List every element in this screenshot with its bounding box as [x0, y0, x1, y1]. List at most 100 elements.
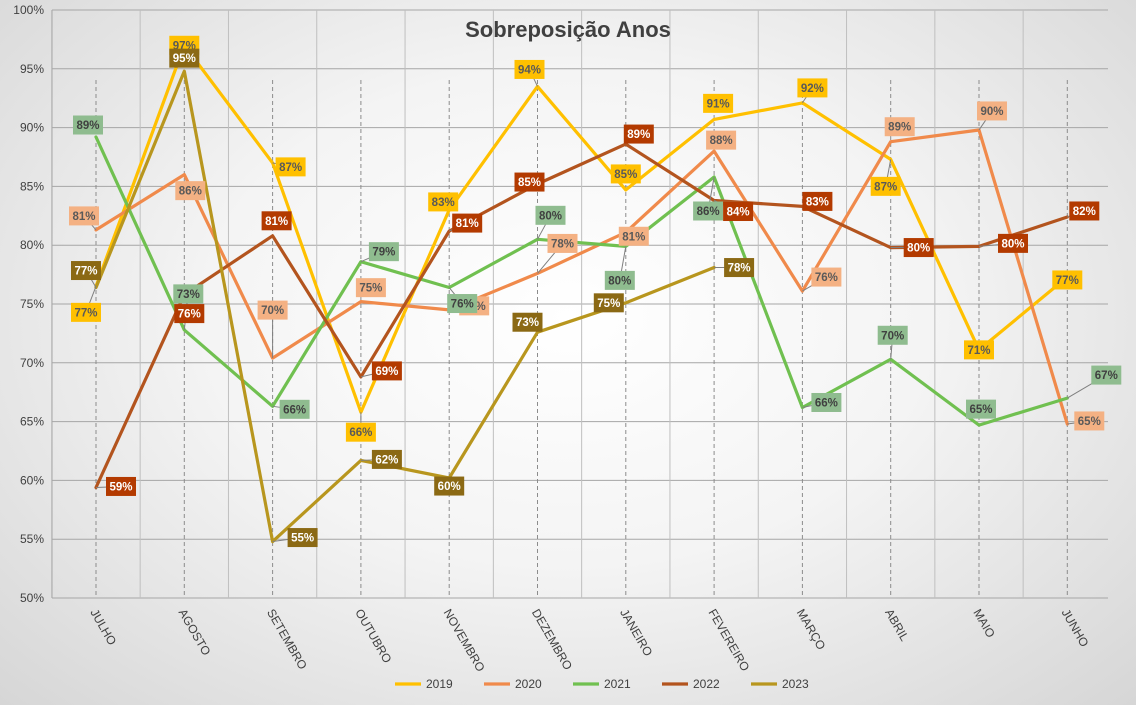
legend-label: 2021 [604, 677, 631, 691]
data-label-box [175, 181, 206, 201]
data-label-2019: 77% [71, 302, 101, 322]
data-label-2020: 90% [977, 101, 1007, 121]
x-tick-label: FEVEREIRO [706, 607, 753, 674]
series-line-2021 [94, 135, 1069, 427]
series-line-2019 [94, 43, 1069, 414]
data-label-box [257, 300, 288, 320]
data-label-text: 77% [74, 307, 97, 319]
data-label-2023: 62% [371, 449, 402, 469]
data-label-2020: 76% [811, 267, 842, 287]
data-label-text: 91% [707, 98, 730, 110]
data-label-box [724, 258, 755, 278]
data-label-2023: 78% [724, 258, 755, 278]
data-label-box [811, 267, 842, 287]
legend-label: 2023 [782, 677, 809, 691]
data-label-text: 87% [874, 181, 897, 193]
data-label-box [964, 340, 994, 360]
y-tick-label: 90% [20, 121, 44, 135]
data-label-box [903, 238, 934, 258]
data-label-box [797, 78, 828, 98]
data-label-2023: 75% [593, 293, 624, 313]
data-label-2023: 73% [512, 312, 543, 332]
data-label-2019: 66% [345, 422, 376, 442]
series-line-2020 [94, 128, 1069, 426]
data-label-2020: 81% [69, 206, 99, 226]
data-label-text: 86% [697, 206, 720, 218]
x-tick-label: JANEIRO [617, 607, 655, 659]
data-label-box [811, 392, 842, 412]
data-label-2022: 80% [903, 238, 934, 258]
data-label-text: 94% [518, 64, 541, 76]
data-label-box [998, 233, 1028, 253]
data-label-2020: 88% [706, 130, 737, 150]
x-tick-label: AGOSTO [176, 607, 214, 658]
y-tick-label: 65% [20, 415, 44, 429]
data-label-text: 81% [265, 216, 288, 228]
data-label-2019: 87% [870, 176, 901, 196]
legend-item-2023: 2023 [751, 677, 809, 691]
x-tick-label: DEZEMBRO [529, 607, 575, 673]
data-label-text: 80% [1001, 238, 1024, 250]
data-label-text: 55% [291, 533, 314, 545]
data-label-2020: 89% [884, 117, 915, 137]
legend-item-2021: 2021 [573, 677, 631, 691]
data-label-2022: 82% [1069, 201, 1100, 221]
data-label-2020: 78% [547, 233, 578, 253]
data-label-text: 89% [888, 122, 911, 134]
data-label-2021: 67% [1091, 365, 1122, 385]
legend-item-2022: 2022 [662, 677, 720, 691]
data-label-box [368, 242, 399, 262]
x-tick-label: SETEMBRO [264, 607, 310, 672]
data-label-box [547, 233, 578, 253]
data-label-2019: 83% [428, 192, 459, 212]
data-label-2021: 66% [279, 399, 310, 419]
data-label-box [706, 130, 737, 150]
data-label-text: 71% [967, 345, 990, 357]
data-label-text: 81% [622, 231, 645, 243]
legend: 2019 2020 2021 2022 2023 [395, 677, 809, 691]
data-label-2021: 79% [368, 242, 399, 262]
data-label-text: 70% [261, 305, 284, 317]
x-tick-label: JULHO [87, 607, 119, 648]
data-label-box [514, 59, 545, 79]
data-label-box [174, 304, 205, 324]
data-label-box [877, 325, 908, 345]
data-label-2020: 81% [618, 226, 649, 246]
data-label-box [512, 312, 543, 332]
data-label-text: 88% [710, 135, 733, 147]
data-label-box [977, 101, 1007, 121]
data-label-2022: 83% [802, 191, 833, 211]
data-label-box [535, 205, 566, 225]
data-label-2023: 60% [434, 476, 465, 496]
data-label-box [966, 399, 996, 419]
data-label-2020: 70% [257, 300, 288, 320]
legend-item-2020: 2020 [484, 677, 542, 691]
data-label-text: 75% [597, 298, 620, 310]
data-label-2022: 59% [106, 476, 136, 496]
data-label-text: 59% [109, 481, 132, 493]
x-tick-label: OUTUBRO [352, 607, 394, 666]
data-label-box [604, 270, 635, 290]
data-label-box [1052, 270, 1083, 290]
data-label-box [173, 284, 204, 304]
y-tick-label: 50% [20, 591, 44, 605]
data-label-text: 80% [608, 275, 631, 287]
data-label-2022: 80% [998, 233, 1028, 253]
data-label-2019: 91% [703, 93, 734, 113]
data-label-box [514, 172, 545, 192]
data-label-text: 81% [456, 218, 479, 230]
data-label-text: 75% [359, 283, 382, 295]
data-label-box [345, 422, 376, 442]
data-label-text: 81% [72, 211, 95, 223]
data-label-box [447, 294, 478, 314]
data-label-2020: 86% [175, 181, 206, 201]
data-label-2021: 89% [73, 115, 103, 135]
data-label-box [870, 176, 901, 196]
data-label-text: 90% [980, 106, 1003, 118]
x-tick-label: MARÇO [794, 607, 828, 653]
data-label-box [610, 164, 641, 184]
y-tick-label: 55% [20, 532, 44, 546]
data-label-box [623, 124, 654, 144]
data-label-text: 77% [74, 266, 97, 278]
